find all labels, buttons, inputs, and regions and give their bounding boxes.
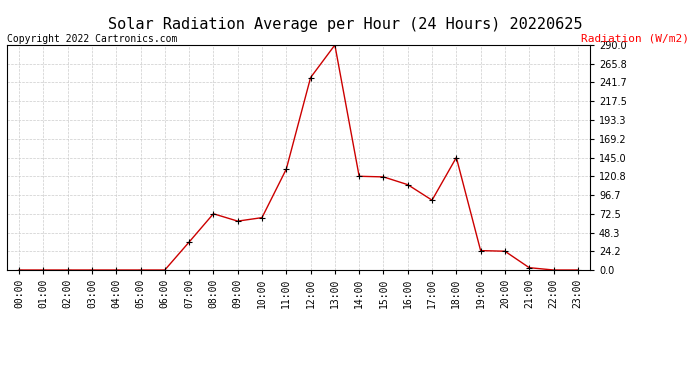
Text: Radiation (W/m2): Radiation (W/m2) xyxy=(581,34,689,44)
Text: Solar Radiation Average per Hour (24 Hours) 20220625: Solar Radiation Average per Hour (24 Hou… xyxy=(108,17,582,32)
Text: Copyright 2022 Cartronics.com: Copyright 2022 Cartronics.com xyxy=(7,34,177,44)
